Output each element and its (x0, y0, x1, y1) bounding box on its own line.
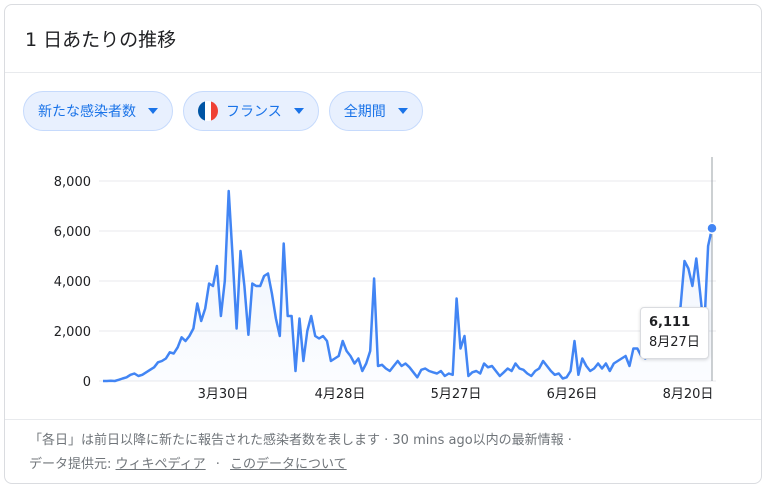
last-data-point[interactable] (706, 222, 718, 234)
footer-separator: · (215, 457, 220, 472)
chart-tooltip: 6,111 8月27日 (640, 307, 709, 359)
daily-cases-chart[interactable]: 0 2,000 4,000 6,000 8,000 3月30日 4月28日 5月27日 6月2… (5, 145, 761, 417)
y-tick-label: 6,000 (54, 225, 91, 240)
wikipedia-link[interactable]: ウィキペディア (115, 457, 206, 472)
dropdown-arrow-icon (293, 108, 304, 114)
y-tick-label: 8,000 (54, 175, 91, 190)
covid-stats-card: 1 日あたりの推移 新たな感染者数 フランス 全期間 0 2,000 4,000 6,… (4, 4, 762, 484)
footer-divider (5, 419, 761, 420)
y-tick-label: 0 (83, 375, 91, 390)
y-tick-label: 4,000 (54, 275, 91, 290)
country-dropdown-label: フランス (226, 104, 282, 120)
footer-note: 「各日」は前日以降に新たに報告された感染者数を表します · 30 mins ag… (29, 433, 572, 448)
footer-source: データ提供元: ウィキペディア · このデータについて (29, 453, 572, 477)
france-flag-icon (198, 101, 218, 121)
x-tick-label: 8月20日 (663, 387, 714, 402)
card-title: 1 日あたりの推移 (25, 29, 177, 51)
footer: 「各日」は前日以降に新たに報告された感染者数を表します · 30 mins ag… (29, 429, 572, 477)
metric-dropdown-label: 新たな感染者数 (38, 104, 136, 120)
source-label: データ提供元: (29, 457, 112, 472)
series-line (103, 189, 714, 383)
country-dropdown[interactable]: フランス (183, 91, 319, 131)
about-data-link[interactable]: このデータについて (230, 457, 347, 472)
metric-dropdown[interactable]: 新たな感染者数 (23, 91, 173, 131)
dropdown-arrow-icon (397, 108, 408, 114)
period-dropdown-label: 全期間 (343, 104, 386, 120)
y-tick-label: 2,000 (54, 325, 91, 340)
header-divider (5, 72, 761, 73)
x-tick-label: 3月30日 (198, 387, 249, 402)
tooltip-date: 8月27日 (649, 335, 700, 350)
dropdown-arrow-icon (148, 108, 158, 114)
period-dropdown[interactable]: 全期間 (328, 91, 423, 131)
x-tick-label: 5月27日 (431, 387, 482, 402)
x-tick-label: 4月28日 (315, 387, 366, 402)
x-tick-label: 6月26日 (547, 387, 598, 402)
filter-chips: 新たな感染者数 フランス 全期間 (23, 91, 423, 131)
tooltip-value: 6,111 (649, 315, 691, 330)
series-area (103, 191, 712, 381)
